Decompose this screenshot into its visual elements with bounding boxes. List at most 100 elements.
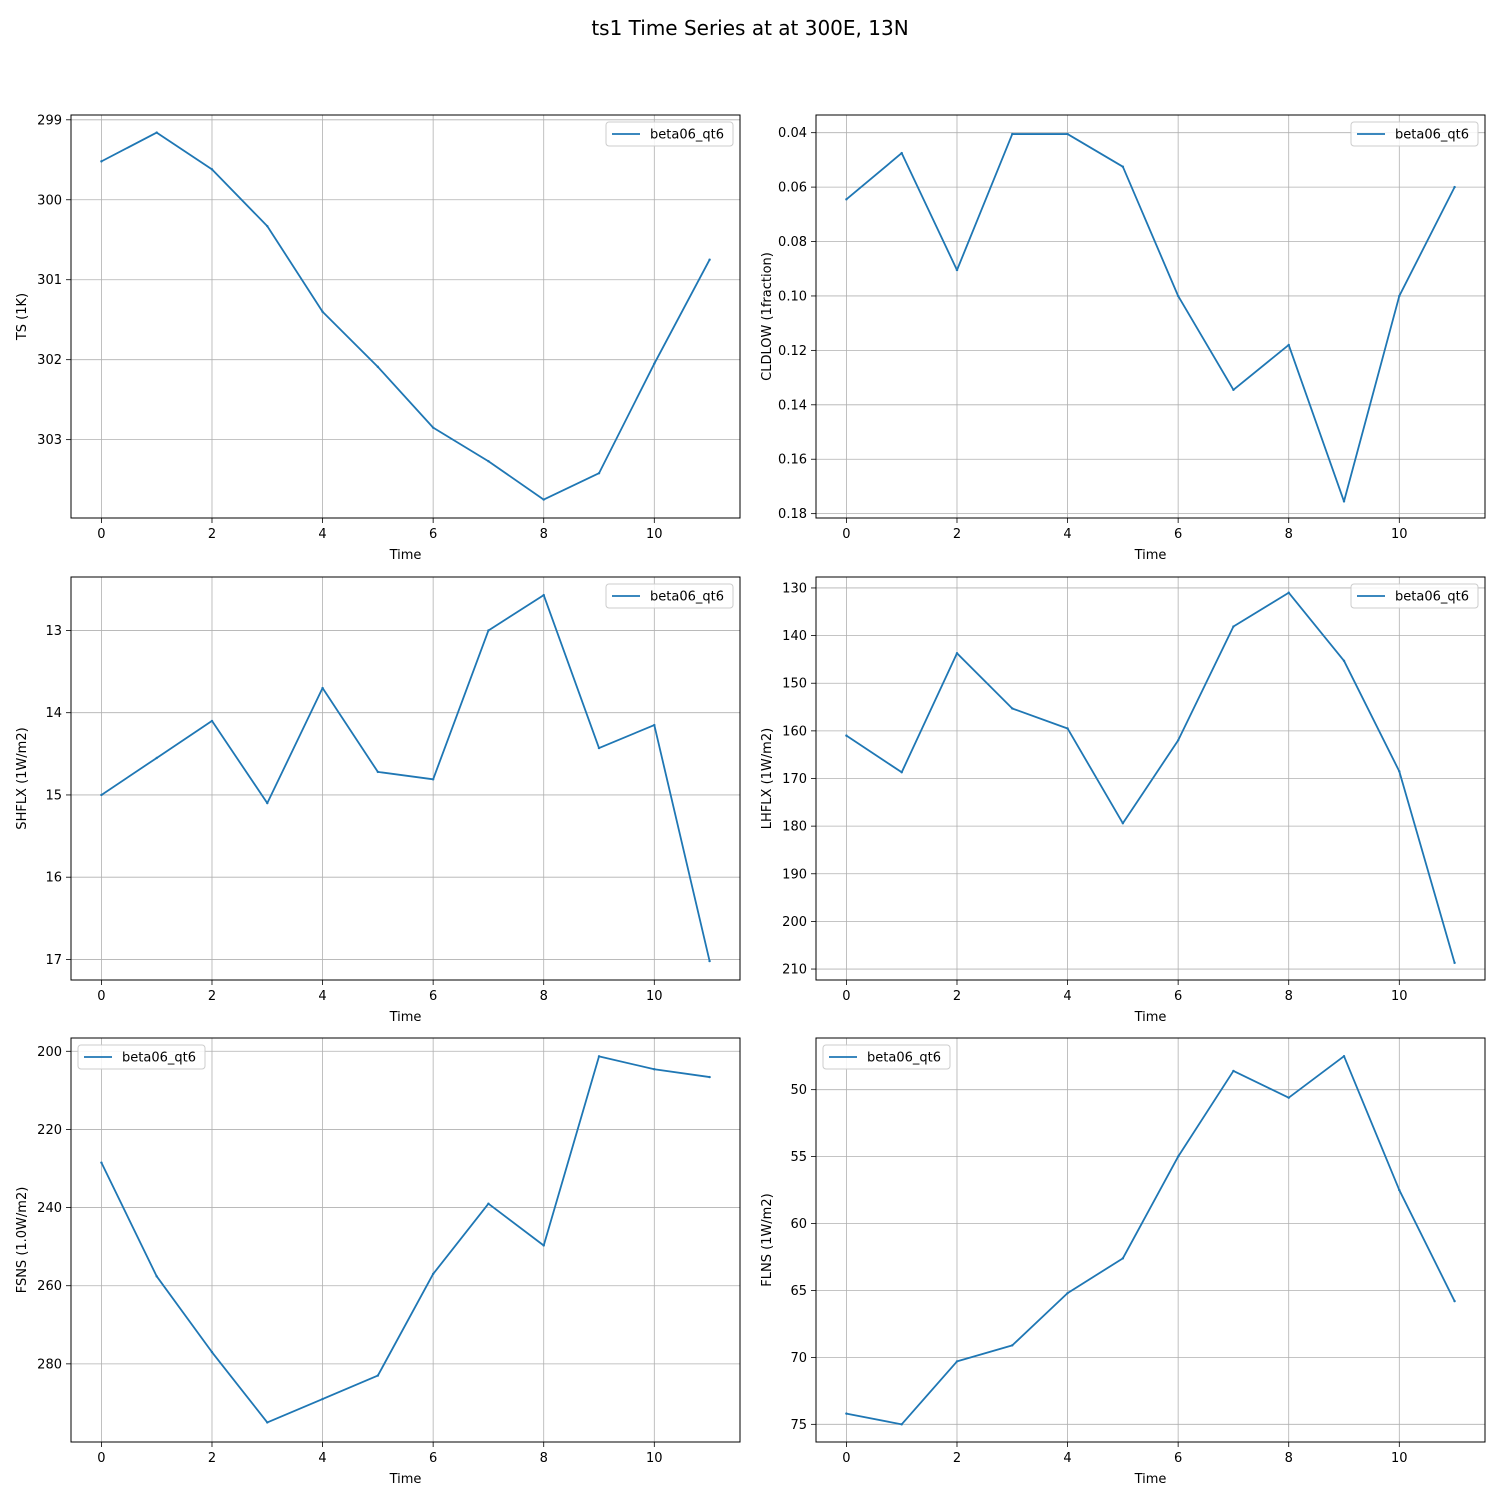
y-tick-label: 170 (782, 772, 807, 787)
data-point (376, 365, 380, 369)
data-point (1287, 343, 1290, 347)
data-point (431, 778, 435, 781)
data-point (1176, 1155, 1180, 1158)
data-point (1342, 500, 1346, 503)
y-tick-label: 17 (45, 953, 62, 968)
data-point (955, 268, 959, 272)
data-point (542, 1244, 545, 1247)
data-point (955, 652, 959, 655)
data-point (266, 1421, 269, 1424)
legend-box (1350, 121, 1479, 147)
data-point (1176, 739, 1180, 742)
data-point (266, 224, 269, 228)
legend-box (77, 1044, 206, 1070)
series-line (845, 591, 1456, 964)
y-tick-label: 50 (790, 1083, 807, 1098)
y-tick-label: 190 (782, 867, 807, 882)
data-point (210, 719, 214, 723)
y-tick-label: 210 (782, 963, 807, 978)
y-tick-label: 130 (782, 581, 807, 596)
y-tick-label: 0.04 (778, 126, 807, 141)
y-tick-label: 150 (782, 677, 807, 692)
y-tick-label: 0.10 (778, 289, 807, 304)
y-tick-label: 14 (45, 706, 62, 721)
legend-box (605, 121, 734, 147)
legend-label: beta06_qt6 (1395, 128, 1469, 143)
data-point (100, 793, 103, 797)
data-point (376, 770, 380, 774)
x-tick-label: 0 (97, 527, 105, 542)
data-point (1121, 822, 1125, 825)
y-tick-label: 0.08 (778, 235, 807, 250)
chart-panel-3: 0 2 4 6 8 10 13 14 15 16 17 Time SHFLX (1W/m2) beta06… (15, 576, 741, 1025)
legend-label: beta06_qt6 (867, 1051, 941, 1066)
x-tick-label: 4 (1063, 989, 1071, 1004)
y-tick-label: 303 (37, 433, 62, 448)
x-tick-label: 2 (208, 527, 216, 542)
data-point (653, 1068, 656, 1071)
x-tick-label: 6 (429, 989, 437, 1004)
data-point (1121, 1257, 1125, 1260)
y-tick-label: 299 (37, 113, 62, 128)
x-tick-label: 10 (646, 989, 663, 1004)
legend: beta06_qt6 (77, 1044, 206, 1070)
data-point (1398, 770, 1401, 773)
data-point (708, 258, 711, 261)
data-point (1176, 294, 1180, 298)
y-tick-label: 240 (37, 1201, 62, 1216)
axes-frame (70, 114, 741, 519)
data-point (376, 1374, 380, 1377)
x-tick-label: 10 (1391, 527, 1408, 542)
legend: beta06_qt6 (1350, 583, 1479, 609)
data-point (487, 1202, 490, 1205)
y-tick-label: 280 (37, 1357, 62, 1372)
y-tick-label: 16 (45, 871, 62, 886)
data-point (1066, 132, 1069, 136)
axes-frame (70, 576, 741, 981)
y-tick-label: 220 (37, 1123, 62, 1138)
legend-label: beta06_qt6 (650, 590, 724, 605)
x-axis-label: Time (1134, 1010, 1167, 1025)
x-axis-label: Time (389, 548, 422, 563)
data-point (900, 151, 903, 155)
y-tick-label: 0.06 (778, 181, 807, 196)
chart-panel-5: 0 2 4 6 8 10 200 220 240 260 280 Time FSNS (1.0W/m2)… (15, 1037, 741, 1487)
y-axis-label: FSNS (1.0W/m2) (15, 1187, 30, 1294)
x-tick-label: 6 (429, 1451, 437, 1466)
x-axis-label: Time (1134, 1472, 1167, 1487)
x-tick-label: 6 (1174, 1451, 1182, 1466)
data-point (597, 472, 601, 475)
x-tick-label: 8 (1285, 989, 1293, 1004)
x-tick-label: 10 (1391, 989, 1408, 1004)
data-point (542, 593, 545, 597)
y-axis-label: FLNS (1W/m2) (760, 1193, 775, 1286)
x-tick-label: 10 (646, 1451, 663, 1466)
data-point (487, 629, 490, 632)
data-point (1011, 132, 1014, 136)
x-tick-label: 0 (842, 1451, 850, 1466)
x-tick-label: 8 (1285, 527, 1293, 542)
data-point (955, 1360, 959, 1363)
legend: beta06_qt6 (822, 1044, 951, 1070)
data-point (1453, 961, 1456, 965)
data-point (845, 198, 848, 201)
data-point (1232, 1069, 1235, 1073)
data-point (845, 734, 848, 737)
data-point (321, 1397, 324, 1401)
data-point (1398, 1188, 1401, 1192)
y-axis-label: LHFLX (1W/m2) (760, 728, 775, 829)
legend: beta06_qt6 (605, 583, 734, 609)
x-tick-label: 6 (1174, 989, 1182, 1004)
y-tick-label: 180 (782, 820, 807, 835)
x-tick-label: 2 (953, 1451, 961, 1466)
data-point (1342, 659, 1346, 663)
x-tick-label: 0 (842, 989, 850, 1004)
axes-frame (815, 576, 1486, 981)
x-tick-label: 8 (1285, 1451, 1293, 1466)
y-tick-label: 200 (37, 1045, 62, 1060)
y-tick-label: 200 (782, 915, 807, 930)
x-tick-label: 10 (646, 527, 663, 542)
data-point (653, 723, 656, 727)
x-tick-label: 2 (953, 527, 961, 542)
legend-label: beta06_qt6 (1395, 590, 1469, 605)
